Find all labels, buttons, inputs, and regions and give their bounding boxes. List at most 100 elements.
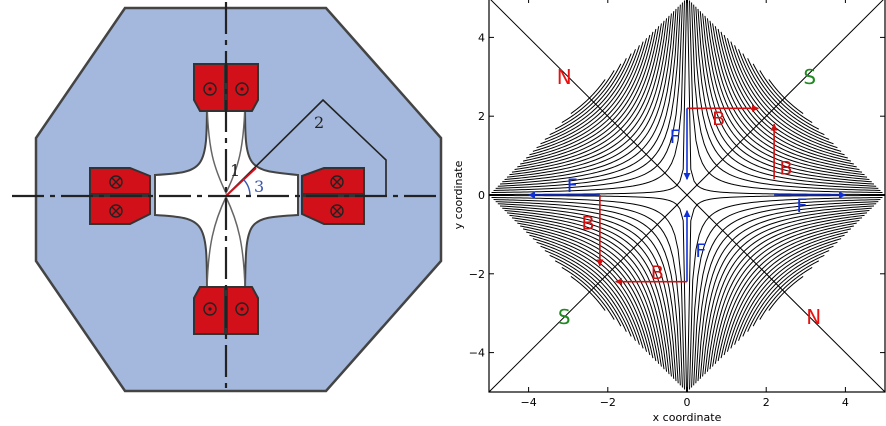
x-axis: −4 −2 0 2 4 <box>520 0 849 409</box>
field-line <box>506 212 670 375</box>
field-line <box>734 241 838 345</box>
field-line <box>691 2 881 191</box>
field-line <box>720 228 852 359</box>
y-tick-label: 0 <box>478 189 485 202</box>
pole-label: N <box>806 305 821 329</box>
dimension-label-2: 2 <box>314 113 324 132</box>
x-tick-label: 4 <box>842 396 849 409</box>
field-line <box>709 20 863 173</box>
field-line <box>502 207 675 379</box>
field-line <box>699 207 872 379</box>
x-tick-label: −2 <box>600 396 616 409</box>
field-label: B <box>581 213 594 235</box>
field-line <box>699 11 872 183</box>
field-line <box>497 203 679 384</box>
field-line <box>549 254 627 332</box>
field-line <box>706 214 865 372</box>
force-label: F <box>796 195 807 217</box>
field-line <box>714 222 857 364</box>
field-line <box>693 4 879 189</box>
field-line <box>489 0 687 196</box>
field-line <box>511 20 665 173</box>
y-axis-label: y coordinate <box>452 160 465 229</box>
field-line <box>522 31 654 162</box>
field-line <box>522 228 654 359</box>
x-tick-label: 0 <box>684 396 691 409</box>
field-line <box>697 8 875 185</box>
field-line <box>529 38 648 156</box>
field-line <box>561 267 615 320</box>
field-lines <box>489 0 885 392</box>
field-line <box>768 276 804 311</box>
field-label: B <box>779 157 792 179</box>
field-line <box>687 0 885 196</box>
field-line <box>726 38 845 156</box>
field-line <box>695 203 877 384</box>
force-label: F <box>670 126 681 148</box>
field-line <box>687 194 885 392</box>
field-line <box>717 28 854 165</box>
field-line <box>504 210 672 377</box>
field-line <box>714 26 857 168</box>
field-line <box>517 222 660 364</box>
x-axis-label: x coordinate <box>653 411 722 424</box>
field-line <box>689 0 883 194</box>
field-line <box>752 63 820 130</box>
field-line <box>544 250 632 337</box>
field-line <box>554 63 622 130</box>
field-line <box>549 58 627 136</box>
y-tick-label: 2 <box>478 110 485 123</box>
y-tick-label: −2 <box>469 268 485 281</box>
field-line <box>768 79 804 114</box>
field-line <box>514 23 662 171</box>
force-label: F <box>567 175 578 197</box>
coil-bottom <box>193 286 259 335</box>
field-label: B <box>712 108 725 130</box>
field-line <box>570 276 606 311</box>
field-line <box>702 210 870 377</box>
field-line <box>717 225 854 362</box>
current-out-icon <box>235 302 249 316</box>
field-line <box>499 8 677 185</box>
field-line <box>712 23 860 171</box>
field-line <box>517 26 660 168</box>
force-label: F <box>695 240 706 262</box>
field-line <box>511 217 665 370</box>
field-line <box>504 13 672 180</box>
field-line <box>493 199 683 388</box>
field-line <box>723 231 848 356</box>
field-line <box>726 234 845 352</box>
field-line <box>544 53 632 140</box>
field-line <box>742 53 830 140</box>
field-line <box>752 260 820 327</box>
current-in-icon <box>330 175 344 189</box>
field-line <box>691 199 881 388</box>
x-tick-label: −4 <box>520 396 536 409</box>
current-out-icon <box>203 302 217 316</box>
field-line <box>709 217 863 370</box>
field-line <box>720 31 852 162</box>
field-label: B <box>651 262 664 284</box>
x-tick-label: 2 <box>763 396 770 409</box>
pole-label: S <box>558 305 571 329</box>
field-line <box>738 245 834 341</box>
y-axis: −4 −2 0 2 4 <box>469 31 885 360</box>
coil-left <box>89 167 151 225</box>
field-line <box>759 267 813 320</box>
field-line <box>570 79 606 114</box>
quadrupole-cross-section: 1 2 3 <box>12 2 443 393</box>
field-line <box>738 49 834 145</box>
aperture-radius-line <box>225 167 257 197</box>
pole-label: S <box>803 65 816 89</box>
field-line <box>506 15 670 178</box>
field-line <box>514 219 662 367</box>
field-line <box>520 225 657 362</box>
field-line <box>689 196 883 390</box>
field-line <box>747 254 825 332</box>
y-tick-label: 4 <box>478 31 485 44</box>
field-line <box>561 70 615 123</box>
current-out-icon <box>235 82 249 96</box>
field-line <box>702 13 870 180</box>
